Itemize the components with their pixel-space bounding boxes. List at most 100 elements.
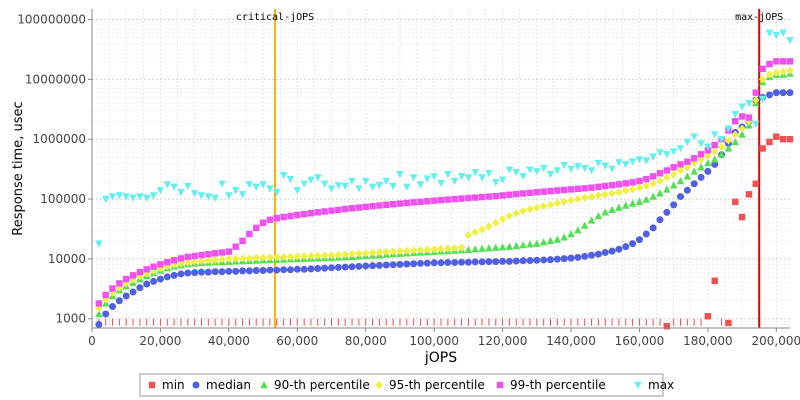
legend: min median 90-th percentile 95-th percentil… xyxy=(139,373,674,397)
x-tick-label: 0 xyxy=(88,334,96,348)
data-point xyxy=(307,251,315,260)
data-point xyxy=(546,171,555,179)
data-point xyxy=(116,280,123,287)
data-point xyxy=(745,114,753,121)
data-point xyxy=(731,137,739,146)
data-point xyxy=(594,191,603,200)
data-point xyxy=(211,268,219,276)
data-point xyxy=(423,259,431,267)
data-point xyxy=(300,180,308,188)
data-point xyxy=(683,138,692,146)
data-point xyxy=(321,264,329,272)
data-point xyxy=(225,254,233,263)
data-point xyxy=(773,133,780,140)
data-point xyxy=(464,231,473,240)
data-point xyxy=(498,243,507,251)
data-point xyxy=(225,267,233,275)
data-point xyxy=(156,275,164,283)
data-point xyxy=(622,201,630,209)
data-point xyxy=(136,193,144,201)
data-point xyxy=(150,263,157,270)
data-point xyxy=(752,96,760,105)
data-point xyxy=(273,266,281,274)
data-point xyxy=(218,180,226,188)
data-point xyxy=(191,252,198,260)
data-point xyxy=(334,182,343,190)
data-point xyxy=(348,263,356,271)
data-point xyxy=(677,193,685,201)
data-point xyxy=(772,68,781,77)
data-point xyxy=(649,179,657,188)
data-point xyxy=(615,188,623,197)
data-point xyxy=(669,181,678,189)
data-point xyxy=(581,164,589,173)
data-point xyxy=(519,241,527,249)
data-point xyxy=(478,244,486,252)
data-point xyxy=(211,250,219,257)
data-point xyxy=(628,199,637,207)
data-point xyxy=(245,267,253,275)
data-point xyxy=(458,258,466,266)
data-point xyxy=(423,175,432,183)
data-point xyxy=(765,91,773,99)
data-point xyxy=(109,285,116,292)
data-point xyxy=(149,192,158,200)
data-point xyxy=(594,250,602,258)
x-tick-label: 200,000 xyxy=(752,334,800,348)
data-point xyxy=(430,259,438,267)
x-tick-label: 100,000 xyxy=(409,334,459,348)
data-point xyxy=(273,189,281,197)
data-point xyxy=(540,188,547,195)
data-point xyxy=(197,268,205,276)
data-point xyxy=(341,205,349,213)
data-point xyxy=(492,258,500,266)
data-point xyxy=(307,265,315,273)
data-point xyxy=(252,266,260,274)
data-point xyxy=(752,120,760,128)
data-point xyxy=(403,260,411,268)
data-point xyxy=(300,252,308,261)
data-point xyxy=(786,89,794,97)
data-point xyxy=(170,271,178,279)
data-point xyxy=(252,253,260,262)
data-point xyxy=(410,260,418,268)
data-point xyxy=(587,192,596,201)
data-point xyxy=(499,192,506,199)
data-point xyxy=(143,194,151,202)
data-point xyxy=(505,257,513,265)
data-point xyxy=(238,254,247,263)
series-99-th-percentile xyxy=(95,58,794,307)
data-point xyxy=(560,161,568,170)
data-point xyxy=(211,194,219,202)
data-point xyxy=(123,275,130,283)
data-point xyxy=(724,144,733,152)
data-point xyxy=(765,70,774,79)
data-point xyxy=(574,226,582,234)
data-point xyxy=(157,261,164,268)
data-point xyxy=(485,222,493,231)
data-point xyxy=(300,265,308,273)
data-point xyxy=(314,251,322,260)
data-point xyxy=(471,169,479,177)
legend-swatch xyxy=(260,381,268,389)
data-point xyxy=(635,156,644,164)
data-point xyxy=(704,159,712,167)
data-point xyxy=(492,218,500,227)
data-point xyxy=(499,257,507,265)
data-point xyxy=(341,250,349,259)
data-point xyxy=(526,205,534,214)
data-point xyxy=(368,248,377,257)
data-point xyxy=(615,181,623,188)
data-point xyxy=(369,202,376,210)
data-point xyxy=(581,185,588,192)
series-max xyxy=(95,29,794,248)
data-point xyxy=(526,257,534,265)
data-point xyxy=(759,145,766,152)
data-point xyxy=(697,163,705,171)
data-point xyxy=(416,245,425,254)
marker-label: max-jOPS xyxy=(735,12,783,23)
data-point xyxy=(594,159,603,168)
data-point xyxy=(683,186,691,194)
data-point xyxy=(382,247,390,256)
data-point xyxy=(601,190,609,199)
